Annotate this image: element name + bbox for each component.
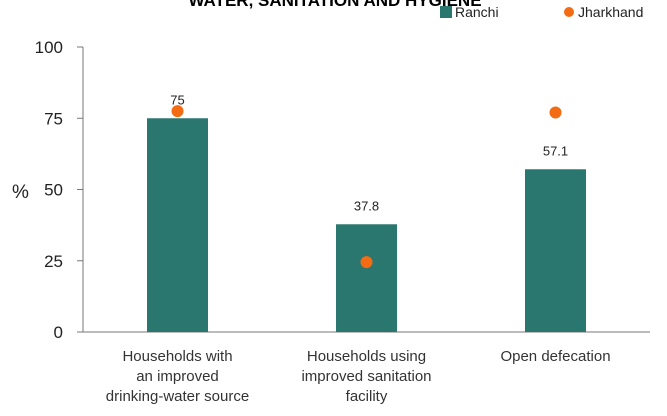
legend-label-jharkhand: Jharkhand xyxy=(578,4,643,20)
y-tick-label: 50 xyxy=(44,181,63,200)
legend-swatch-jharkhand xyxy=(564,7,574,17)
bar-data-labels: 75 37.8 57.1 xyxy=(170,92,568,213)
bars xyxy=(147,118,586,332)
legend: Ranchi Jharkhand xyxy=(440,4,643,20)
y-tick-label: 75 xyxy=(44,109,63,128)
bar-data-label: 75 xyxy=(170,92,184,107)
bar-data-label: 37.8 xyxy=(354,198,379,213)
x-category-label: Households with an improved drinking-water… xyxy=(106,348,249,405)
bar-data-label: 57.1 xyxy=(543,143,568,158)
y-tick-label: 25 xyxy=(44,252,63,271)
bar xyxy=(147,118,208,332)
legend-swatch-ranchi xyxy=(440,6,452,18)
x-category-label: Open defecation xyxy=(500,348,610,365)
jharkhand-markers xyxy=(171,105,562,269)
legend-label-ranchi: Ranchi xyxy=(455,4,499,20)
bar xyxy=(525,169,586,332)
y-tick-label: 100 xyxy=(35,38,63,57)
x-category-label: Households using improved sanitation facil… xyxy=(301,348,431,405)
bar xyxy=(336,224,397,332)
jharkhand-marker xyxy=(171,105,184,118)
jharkhand-marker xyxy=(360,256,373,269)
y-axis-ticks: 0 25 50 75 100 xyxy=(35,38,83,342)
y-axis-label: % xyxy=(12,182,29,203)
chart-title: WATER, SANITATION AND HYGIENE xyxy=(188,0,481,10)
y-tick-label: 0 xyxy=(54,323,63,342)
x-axis-categories: Households with an improved drinking-water… xyxy=(106,348,611,405)
jharkhand-marker xyxy=(549,106,562,119)
